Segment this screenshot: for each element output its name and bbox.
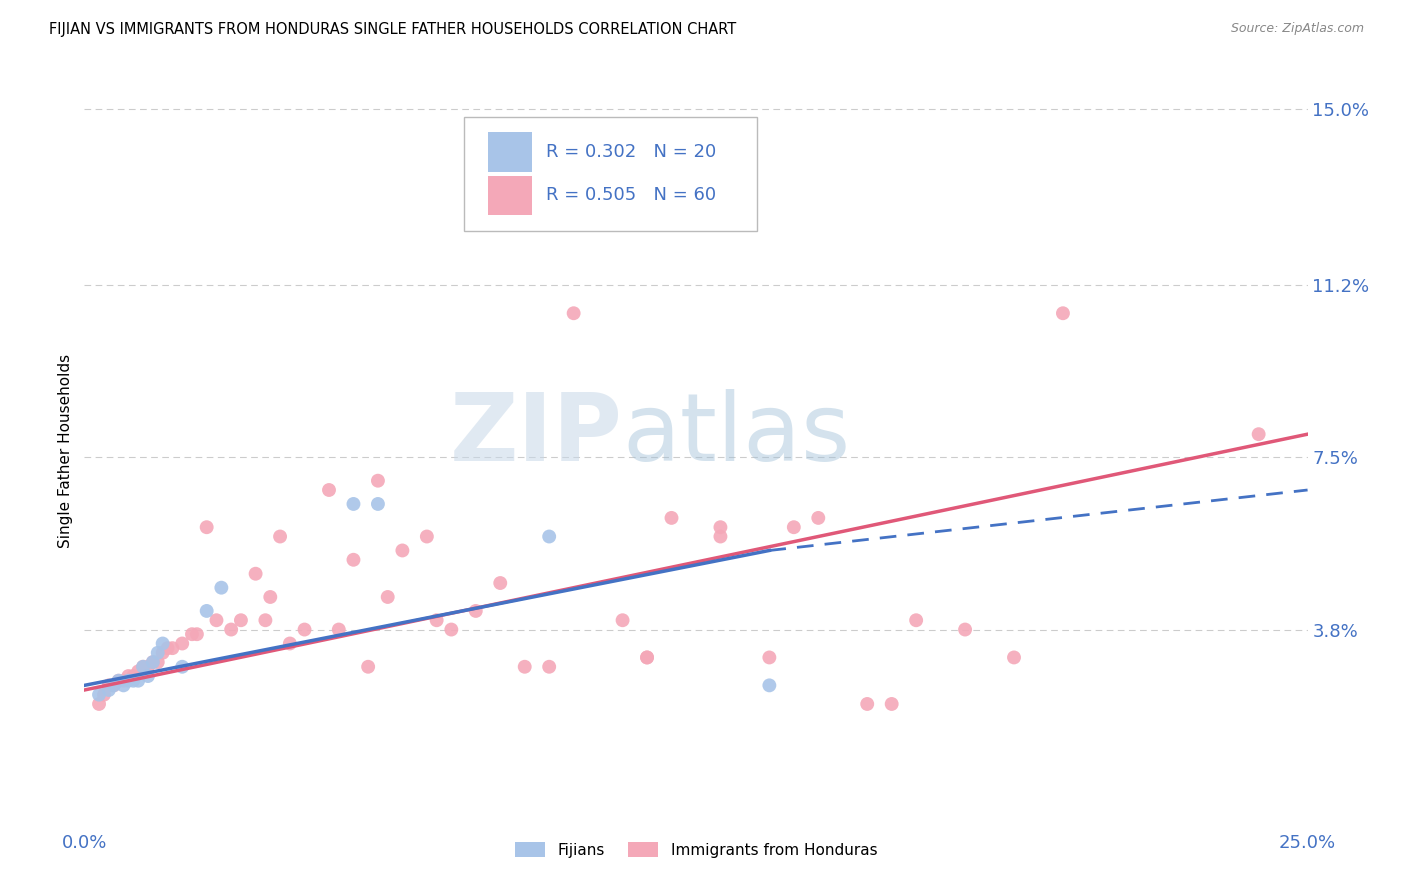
Point: [132, 659, 155, 673]
Point: [117, 673, 139, 688]
Point: [107, 673, 129, 688]
Point: [112, 678, 135, 692]
Point: [142, 655, 165, 669]
Point: [152, 636, 174, 650]
Point: [278, 636, 301, 650]
Point: [416, 529, 439, 543]
Point: [127, 665, 149, 679]
Text: atlas: atlas: [623, 389, 851, 482]
Point: [219, 623, 242, 637]
Point: [209, 581, 232, 595]
Point: [783, 520, 806, 534]
Point: [880, 697, 903, 711]
Point: [229, 613, 252, 627]
Point: [172, 636, 194, 650]
Point: [152, 646, 174, 660]
FancyBboxPatch shape: [488, 132, 531, 172]
Point: [107, 673, 129, 688]
Point: [342, 553, 364, 567]
Point: [709, 529, 731, 543]
Point: [661, 511, 683, 525]
FancyBboxPatch shape: [488, 176, 531, 215]
Point: [636, 650, 658, 665]
Point: [342, 497, 364, 511]
Point: [93, 688, 115, 702]
Point: [97, 683, 120, 698]
Point: [136, 659, 159, 673]
Point: [87, 697, 110, 711]
Point: [259, 590, 281, 604]
Point: [103, 678, 125, 692]
Point: [538, 659, 561, 673]
Text: FIJIAN VS IMMIGRANTS FROM HONDURAS SINGLE FATHER HOUSEHOLDS CORRELATION CHART: FIJIAN VS IMMIGRANTS FROM HONDURAS SINGL…: [49, 22, 737, 37]
Point: [162, 641, 184, 656]
Point: [146, 646, 169, 660]
Point: [367, 474, 389, 488]
Text: R = 0.302   N = 20: R = 0.302 N = 20: [546, 143, 716, 161]
Point: [205, 613, 228, 627]
Point: [97, 678, 120, 692]
Point: [612, 613, 634, 627]
Point: [1002, 650, 1025, 665]
Point: [127, 673, 149, 688]
Point: [513, 659, 536, 673]
Point: [905, 613, 928, 627]
Point: [156, 641, 179, 656]
Point: [112, 673, 135, 688]
Point: [489, 576, 512, 591]
Point: [391, 543, 413, 558]
Text: R = 0.505   N = 60: R = 0.505 N = 60: [546, 186, 716, 204]
Point: [636, 650, 658, 665]
Point: [269, 529, 291, 543]
Point: [807, 511, 830, 525]
Point: [117, 669, 139, 683]
Point: [103, 678, 125, 692]
Point: [172, 659, 194, 673]
Point: [186, 627, 208, 641]
Point: [953, 623, 976, 637]
Point: [562, 306, 585, 320]
Point: [181, 627, 204, 641]
Point: [142, 655, 165, 669]
Text: Source: ZipAtlas.com: Source: ZipAtlas.com: [1230, 22, 1364, 36]
Point: [254, 613, 277, 627]
Point: [377, 590, 399, 604]
Y-axis label: Single Father Households: Single Father Households: [58, 353, 73, 548]
Point: [122, 669, 145, 683]
Point: [195, 604, 218, 618]
Point: [538, 529, 561, 543]
Point: [318, 483, 340, 497]
Point: [426, 613, 449, 627]
Point: [709, 520, 731, 534]
Point: [294, 623, 316, 637]
Point: [758, 650, 780, 665]
Point: [856, 697, 879, 711]
Point: [132, 659, 155, 673]
Legend: Fijians, Immigrants from Honduras: Fijians, Immigrants from Honduras: [509, 836, 883, 863]
Point: [328, 623, 350, 637]
Point: [245, 566, 267, 581]
Point: [1052, 306, 1074, 320]
Point: [146, 655, 169, 669]
Point: [122, 673, 145, 688]
Point: [195, 520, 218, 534]
Point: [440, 623, 463, 637]
Point: [136, 669, 159, 683]
Point: [367, 497, 389, 511]
Point: [464, 604, 486, 618]
FancyBboxPatch shape: [464, 117, 758, 230]
Point: [1247, 427, 1270, 442]
Point: [87, 688, 110, 702]
Point: [357, 659, 380, 673]
Text: ZIP: ZIP: [450, 389, 623, 482]
Point: [758, 678, 780, 692]
